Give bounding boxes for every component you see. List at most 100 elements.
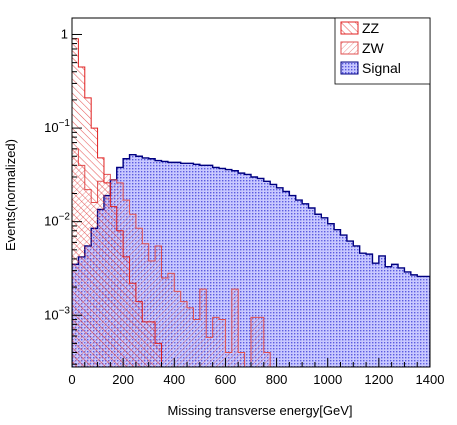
bin-zz-12 bbox=[148, 321, 156, 367]
bin-zw-25 bbox=[231, 289, 239, 367]
bin-zw-10 bbox=[135, 228, 143, 367]
legend: ZZ ZW Signal bbox=[334, 17, 431, 85]
x-tick-label: 0 bbox=[68, 372, 75, 387]
bin-signal-44 bbox=[353, 245, 360, 367]
bin-signal-32 bbox=[276, 187, 283, 367]
y-axis-label: Events(normalized) bbox=[3, 139, 18, 251]
bin-signal-20 bbox=[199, 165, 207, 367]
bin-zw-24 bbox=[225, 352, 232, 367]
x-tick-label: 600 bbox=[215, 372, 237, 387]
y-axis: 10−3 10−2 10−1 1 bbox=[44, 26, 82, 365]
bin-zw-22 bbox=[212, 317, 220, 367]
x-axis: 0 200 400 600 800 1000 1200 1400 bbox=[68, 358, 444, 387]
y-tick-label: 10−2 bbox=[44, 212, 70, 229]
bin-zw-29 bbox=[257, 317, 264, 367]
bin-signal-34 bbox=[289, 195, 296, 367]
bin-signal-21 bbox=[206, 165, 213, 367]
bin-signal-48 bbox=[378, 255, 386, 367]
x-tick-label: 1400 bbox=[416, 372, 445, 387]
x-tick-label: 1200 bbox=[364, 372, 393, 387]
bin-zw-21 bbox=[206, 337, 213, 367]
outline-zw bbox=[72, 148, 430, 367]
legend-swatch bbox=[340, 41, 359, 55]
bin-signal-26 bbox=[238, 173, 245, 367]
bin-zw-18 bbox=[187, 307, 194, 367]
bin-zw-15 bbox=[167, 273, 175, 367]
legend-label: Signal bbox=[362, 60, 401, 76]
legend-item-signal: Signal bbox=[340, 60, 401, 76]
bin-signal-25 bbox=[231, 170, 239, 367]
bin-signal-28 bbox=[251, 177, 258, 367]
bin-zz-6 bbox=[110, 206, 117, 367]
bin-signal-16 bbox=[174, 162, 181, 367]
bin-zz-9 bbox=[129, 283, 136, 367]
bin-zw-19 bbox=[193, 319, 200, 367]
legend-swatch bbox=[340, 61, 359, 75]
outline-zz bbox=[72, 38, 430, 367]
bin-zz-10 bbox=[135, 301, 143, 367]
bin-signal-51 bbox=[398, 267, 405, 367]
bin-zz-13 bbox=[155, 343, 162, 367]
bin-zw-16 bbox=[174, 291, 181, 367]
bin-signal-15 bbox=[167, 162, 175, 367]
bin-zw-23 bbox=[219, 319, 226, 367]
bin-signal-18 bbox=[187, 163, 194, 367]
bin-signal-54 bbox=[417, 276, 424, 367]
bin-signal-55 bbox=[423, 276, 430, 367]
bin-zz-1 bbox=[78, 66, 85, 367]
legend-label: ZW bbox=[362, 40, 385, 56]
y-tick-label: 1 bbox=[61, 26, 68, 41]
y-tick-label: 10−1 bbox=[44, 118, 70, 135]
bin-signal-22 bbox=[212, 167, 220, 367]
bin-zw-28 bbox=[251, 317, 258, 367]
bin-signal-17 bbox=[180, 163, 188, 367]
legend-item-zz: ZZ bbox=[340, 20, 380, 36]
bin-zz-11 bbox=[142, 321, 149, 367]
bin-signal-24 bbox=[225, 169, 232, 367]
bin-zw-20 bbox=[199, 289, 207, 367]
bin-signal-40 bbox=[327, 223, 335, 367]
bin-zz-0 bbox=[72, 38, 79, 367]
x-tick-label: 200 bbox=[112, 372, 134, 387]
bin-signal-42 bbox=[340, 235, 347, 367]
series-layer bbox=[72, 38, 430, 367]
bin-zw-17 bbox=[180, 301, 188, 367]
bin-signal-19 bbox=[193, 164, 200, 367]
bin-zw-13 bbox=[155, 245, 162, 367]
bin-zz-3 bbox=[91, 128, 98, 367]
bin-zz-8 bbox=[123, 256, 130, 367]
x-tick-label: 400 bbox=[163, 372, 185, 387]
bin-signal-37 bbox=[308, 207, 315, 367]
bin-signal-47 bbox=[372, 263, 379, 367]
bin-signal-23 bbox=[219, 168, 226, 367]
bin-signal-29 bbox=[257, 178, 264, 367]
bin-signal-39 bbox=[321, 217, 328, 367]
bin-signal-45 bbox=[359, 253, 367, 367]
bin-signal-50 bbox=[391, 264, 399, 367]
bin-zw-30 bbox=[263, 352, 271, 367]
x-axis-label: Missing transverse energy[GeV] bbox=[168, 403, 353, 418]
bin-signal-53 bbox=[410, 274, 418, 367]
bin-signal-14 bbox=[161, 161, 168, 367]
bin-zz-4 bbox=[97, 157, 104, 367]
bin-zz-2 bbox=[84, 97, 92, 367]
legend-item-zw: ZW bbox=[340, 40, 385, 56]
bin-signal-49 bbox=[385, 266, 392, 367]
bin-signal-52 bbox=[404, 271, 411, 367]
series-zz bbox=[72, 38, 430, 367]
bin-zz-7 bbox=[116, 230, 124, 367]
bin-zz-5 bbox=[103, 182, 111, 367]
bin-signal-43 bbox=[346, 241, 354, 367]
bin-zw-26 bbox=[238, 352, 245, 367]
bin-signal-30 bbox=[263, 181, 271, 367]
x-tick-label: 800 bbox=[266, 372, 288, 387]
bin-signal-35 bbox=[295, 200, 303, 367]
legend-swatch bbox=[340, 21, 359, 35]
bin-signal-46 bbox=[366, 254, 373, 367]
x-tick-label: 1000 bbox=[313, 372, 342, 387]
bin-signal-33 bbox=[282, 191, 290, 367]
bin-signal-41 bbox=[334, 229, 341, 367]
bin-signal-27 bbox=[244, 174, 251, 367]
bin-signal-38 bbox=[314, 214, 322, 367]
